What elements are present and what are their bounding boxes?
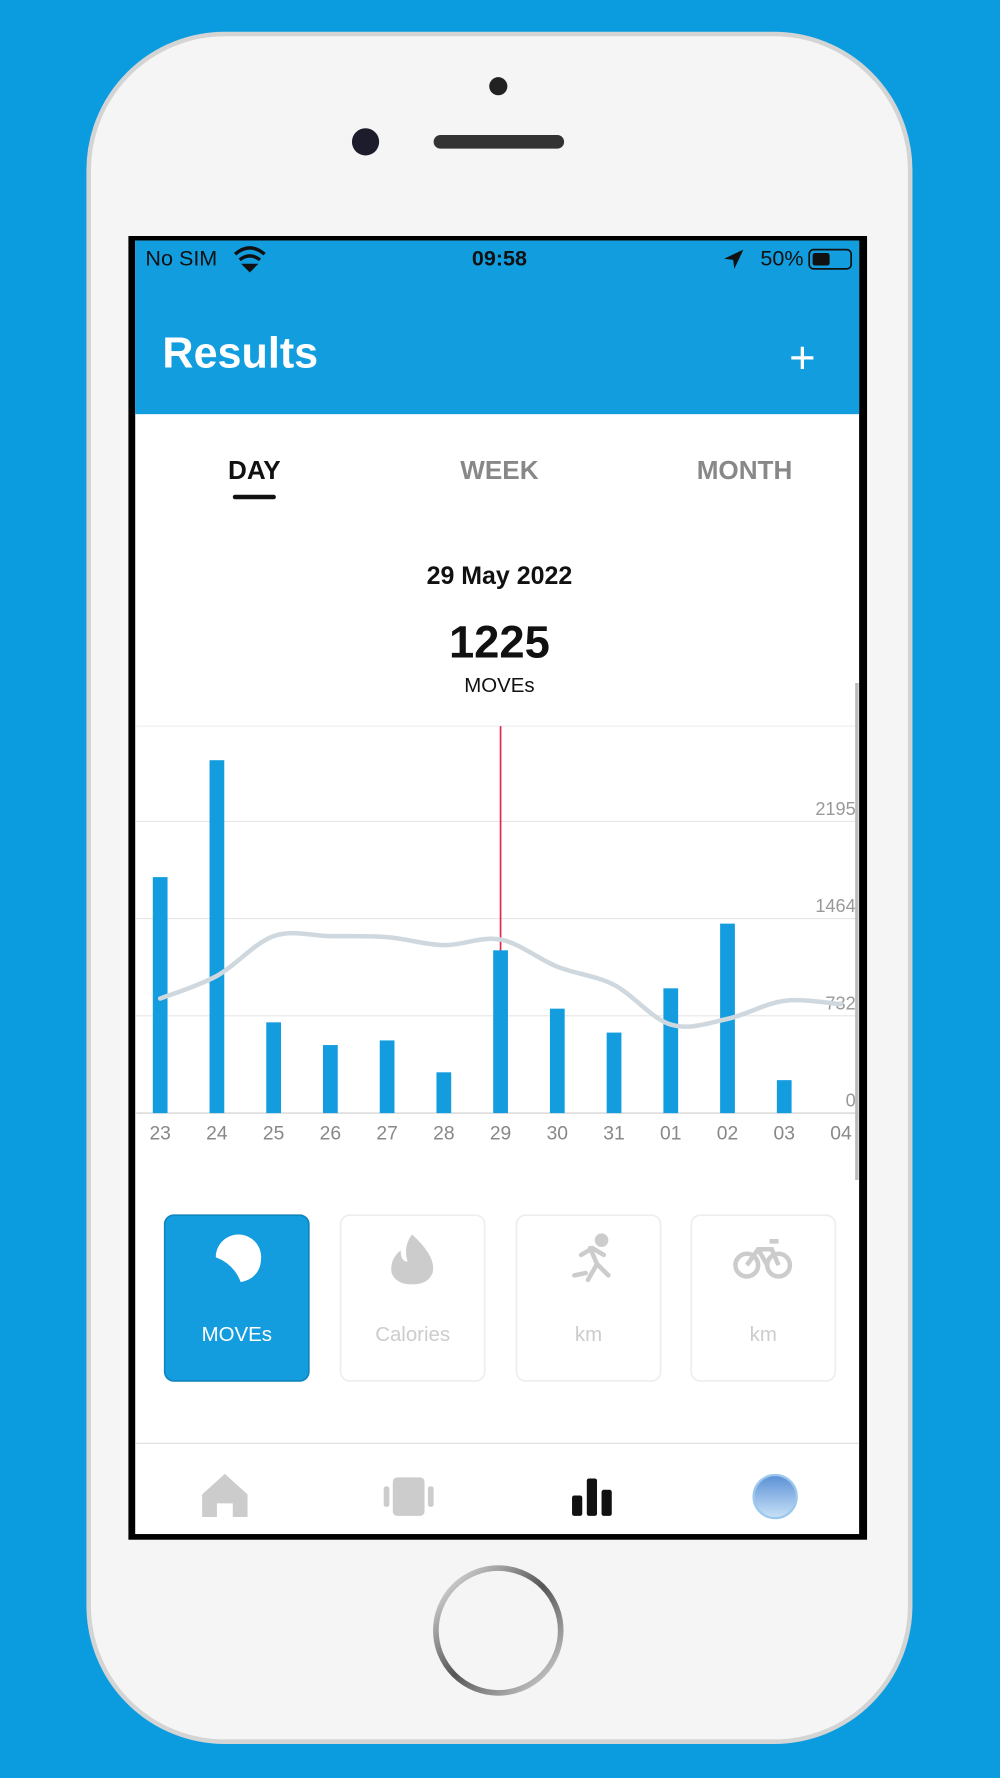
- x-tick-label: 25: [263, 1124, 284, 1145]
- x-tick-label: 31: [603, 1124, 624, 1145]
- bar: [209, 760, 225, 1114]
- header-bar: [135, 240, 860, 415]
- x-tick-label: 03: [774, 1124, 795, 1145]
- metric-tile[interactable]: [163, 1214, 310, 1382]
- bar: [606, 1032, 622, 1114]
- y-tick-label: 0: [846, 1091, 856, 1111]
- x-tick-label: 24: [206, 1124, 228, 1145]
- bar: [379, 1040, 395, 1114]
- bike-icon: [733, 1239, 793, 1279]
- metric-tile-label: km: [750, 1324, 777, 1346]
- nav-profile[interactable]: [752, 1473, 798, 1520]
- moves-icon: [215, 1234, 262, 1283]
- bar: [663, 988, 679, 1114]
- battery-level: 50%: [760, 246, 803, 271]
- bar: [776, 1080, 792, 1114]
- run-icon: [572, 1233, 611, 1283]
- calories-icon: [391, 1234, 434, 1285]
- camera: [351, 128, 380, 156]
- tab[interactable]: WEEK: [460, 455, 538, 485]
- metric-tile-label: Calories: [375, 1324, 450, 1346]
- bar: [152, 877, 168, 1114]
- date: 29 May 2022: [427, 562, 573, 590]
- x-tick-label: 30: [547, 1124, 568, 1145]
- y-tick-label: 1464: [815, 896, 855, 916]
- sensor: [489, 77, 508, 96]
- home-button[interactable]: [433, 1565, 564, 1696]
- tab-underline: [232, 494, 276, 500]
- carrier: No SIM: [145, 246, 217, 271]
- metric-tile[interactable]: [690, 1214, 837, 1382]
- wifi-icon: [233, 246, 266, 273]
- bar: [436, 1072, 452, 1114]
- nav-activity[interactable]: [383, 1477, 434, 1516]
- x-tick-label: 29: [490, 1124, 511, 1145]
- nav-home[interactable]: [202, 1473, 248, 1518]
- bar: [549, 1008, 565, 1114]
- battery-fill: [812, 253, 830, 266]
- x-tick-label: 28: [433, 1124, 454, 1145]
- location-icon: [724, 249, 744, 269]
- metric-tile-label: MOVEs: [202, 1324, 272, 1346]
- x-tick-label: 27: [376, 1124, 397, 1145]
- metric-tile[interactable]: [339, 1214, 486, 1382]
- metric-tile-label: km: [575, 1324, 602, 1346]
- total-value: 1225: [449, 617, 550, 668]
- bar: [266, 1022, 282, 1114]
- bar: [322, 1045, 338, 1114]
- y-tick-label: 2195: [815, 799, 855, 819]
- trend-line: [157, 930, 844, 1029]
- x-tick-label: 01: [660, 1124, 681, 1145]
- page-title: Results: [162, 330, 318, 378]
- metric-tile[interactable]: [515, 1214, 662, 1382]
- tab[interactable]: MONTH: [697, 455, 793, 485]
- tab[interactable]: DAY: [228, 455, 281, 485]
- x-tick-label: 23: [149, 1124, 170, 1145]
- metric-tiles: MOVEs Calories km km: [163, 1214, 837, 1382]
- tab-bar: DAY WEEK MONTH: [228, 455, 793, 500]
- total-unit: MOVEs: [464, 675, 534, 697]
- x-tick-label: 02: [717, 1124, 738, 1145]
- clock: 09:58: [472, 246, 527, 271]
- x-tick-label: 04: [830, 1124, 852, 1145]
- add-button[interactable]: +: [789, 332, 816, 383]
- bar: [493, 950, 508, 1114]
- battery-icon: [808, 248, 853, 270]
- speaker: [433, 135, 565, 149]
- nav-results[interactable]: [572, 1478, 612, 1516]
- x-tick-label: 26: [320, 1124, 341, 1145]
